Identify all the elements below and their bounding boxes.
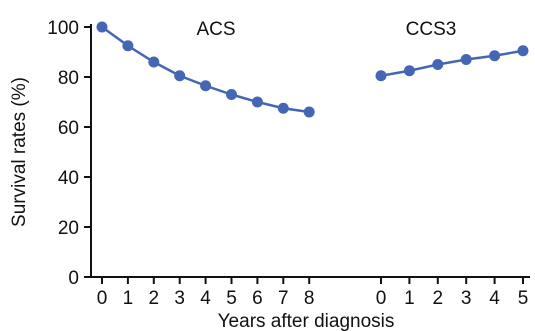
- x-tick-label: 1: [404, 288, 415, 309]
- y-tick-label: 40: [58, 168, 79, 189]
- x-tick-label: 0: [376, 288, 387, 309]
- data-point: [174, 70, 186, 82]
- axes: [90, 24, 530, 278]
- data-point: [303, 106, 315, 118]
- x-tick-label: 2: [433, 288, 444, 309]
- data-point: [251, 96, 263, 108]
- data-point: [517, 45, 529, 57]
- y-tick-label: 0: [68, 268, 79, 289]
- x-tick-label: 6: [252, 288, 263, 309]
- y-tick-label: 20: [58, 218, 79, 239]
- x-tick-label: 0: [97, 288, 108, 309]
- data-point: [277, 102, 289, 114]
- data-point: [403, 65, 415, 77]
- data-point: [122, 40, 134, 52]
- y-tick-label: 60: [58, 118, 79, 139]
- x-tick-label: 5: [518, 288, 529, 309]
- panel-title-acs: ACS: [196, 19, 235, 40]
- panel-title-ccs3: CCS3: [406, 19, 457, 40]
- x-tick-label: 4: [200, 288, 211, 309]
- y-axis-title: Survival rates (%): [9, 77, 30, 227]
- x-tick-label: 3: [461, 288, 472, 309]
- data-point: [489, 50, 501, 62]
- x-axis-title: Years after diagnosis: [218, 311, 395, 331]
- y-tick-label: 100: [47, 18, 79, 39]
- data-point: [375, 70, 387, 82]
- x-tick-label: 3: [174, 288, 185, 309]
- data-point: [200, 80, 212, 92]
- y-ticks: 0 20 40 60 80 100: [47, 18, 91, 289]
- series-line-ccs3: [380, 49, 524, 77]
- titles: Survival rates (%) Years after diagnosis…: [9, 19, 456, 331]
- data-point: [460, 54, 472, 65]
- data-point: [148, 56, 160, 68]
- data-point: [432, 59, 444, 70]
- y-tick-label: 80: [58, 68, 79, 89]
- x-tick-label: 5: [226, 288, 237, 309]
- data-point: [226, 89, 237, 100]
- x-tick-label: 7: [278, 288, 289, 309]
- data-point: [96, 21, 108, 33]
- x-tick-label: 1: [123, 288, 134, 309]
- x-tick-label: 2: [149, 288, 160, 309]
- series: [96, 21, 529, 118]
- x-tick-label: 4: [489, 288, 500, 309]
- x-tick-label: 8: [304, 288, 315, 309]
